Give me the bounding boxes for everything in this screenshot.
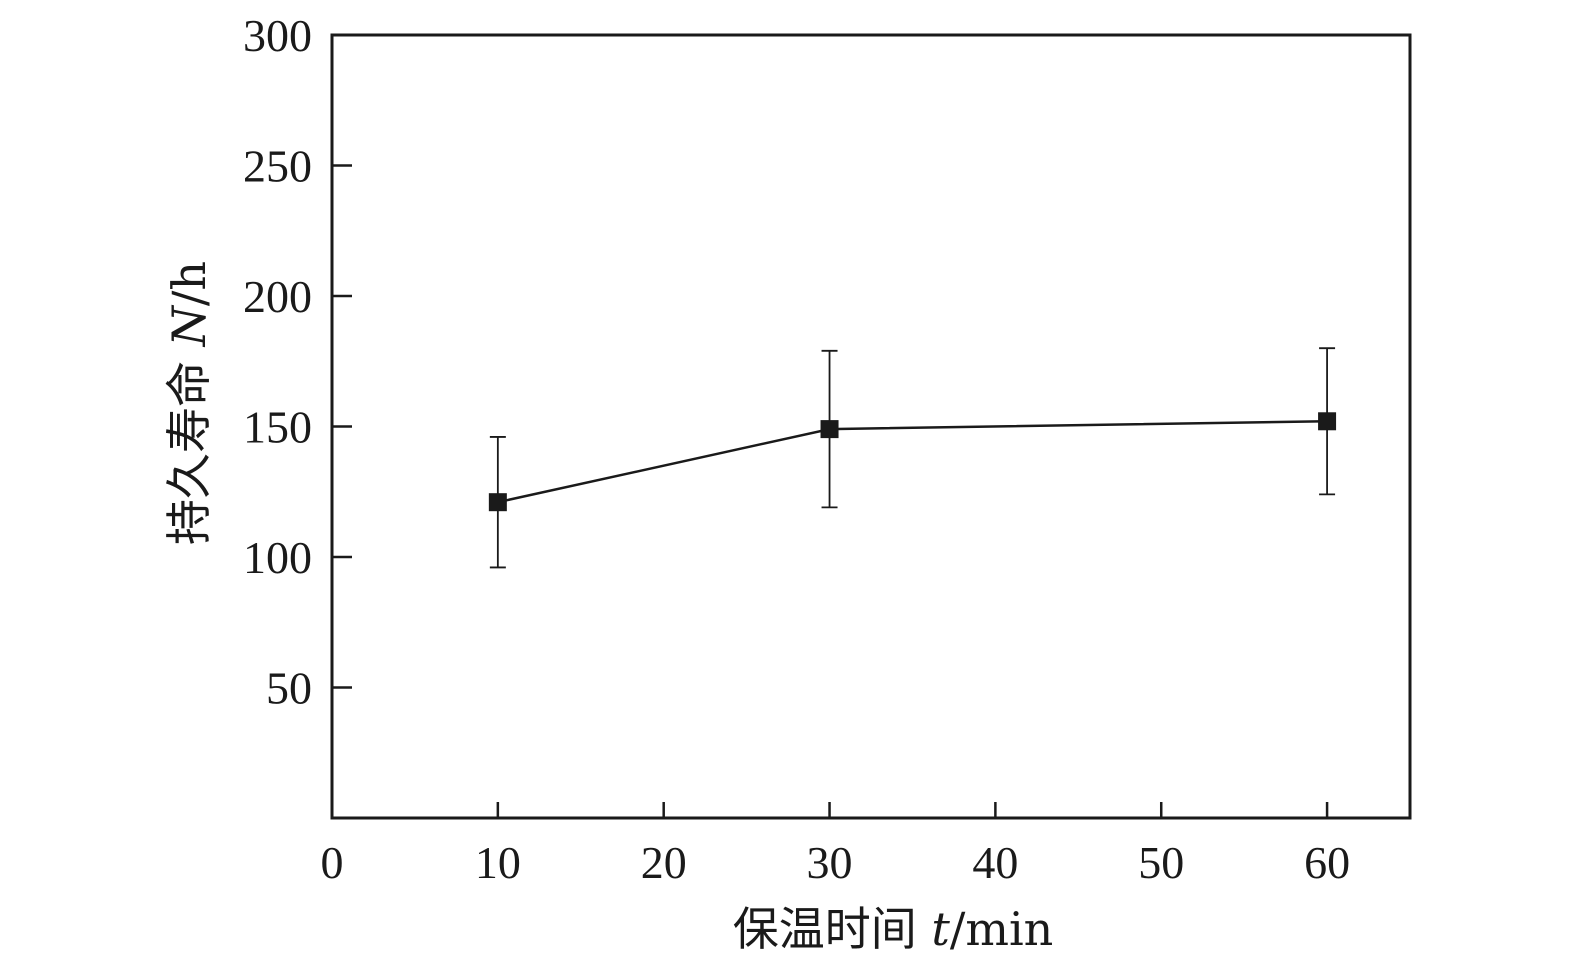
- x-axis-label-var: t: [931, 902, 950, 956]
- plot-area-border: [330, 33, 1412, 820]
- y-axis: 50 100 150 200 250 300: [243, 10, 352, 714]
- y-axis-label-suffix: /h: [162, 261, 216, 306]
- x-tick-label: 50: [1138, 837, 1184, 888]
- x-axis-label-prefix: 保温时间: [733, 902, 932, 956]
- y-tick-label: 300: [243, 10, 312, 61]
- y-tick-label: 250: [243, 141, 312, 192]
- x-axis: 0 10 20 30 40 50 60: [321, 802, 1350, 888]
- x-tick-label: 0: [321, 837, 344, 888]
- x-axis-label-suffix: /min: [950, 902, 1053, 956]
- x-tick-label: 20: [641, 837, 687, 888]
- x-tick-label: 40: [972, 837, 1018, 888]
- x-tick-label: 10: [475, 837, 521, 888]
- series-layer: [488, 347, 1337, 569]
- plot-frame: [330, 33, 1412, 820]
- y-tick-label: 200: [243, 271, 312, 322]
- y-axis-label: 持久寿命 N/h: [162, 261, 216, 545]
- x-axis-label: 保温时间 t/min: [733, 902, 1054, 956]
- series-line: [497, 420, 1328, 504]
- y-tick-label: 50: [266, 663, 312, 714]
- x-tick-label: 30: [807, 837, 853, 888]
- data-point: [488, 493, 507, 512]
- x-tick-label: 60: [1304, 837, 1350, 888]
- y-tick-label: 150: [243, 402, 312, 453]
- y-axis-label-var: N: [162, 304, 216, 347]
- y-axis-label-prefix: 持久寿命: [162, 346, 216, 545]
- y-tick-label: 100: [243, 532, 312, 583]
- data-point: [820, 420, 839, 439]
- data-point: [1318, 412, 1337, 431]
